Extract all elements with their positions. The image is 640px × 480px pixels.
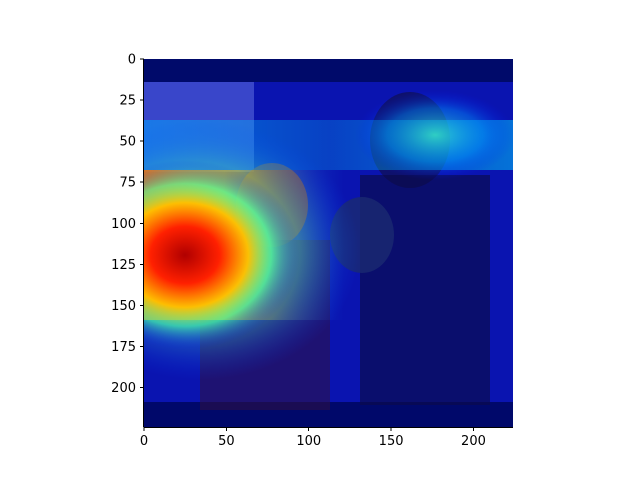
y-tick-label: 50 bbox=[119, 135, 136, 150]
heatmap-image bbox=[144, 59, 513, 427]
axes: 0 50 100 150 200 0 25 50 75 100 125 150 175 200 bbox=[111, 53, 513, 449]
x-tick-label: 50 bbox=[218, 434, 235, 449]
x-tick-label: 0 bbox=[140, 434, 148, 449]
y-tick-label: 25 bbox=[119, 94, 136, 109]
x-tick-label: 150 bbox=[379, 434, 404, 449]
y-tick-label: 150 bbox=[111, 299, 136, 314]
x-ticks: 0 50 100 150 200 bbox=[140, 427, 486, 449]
y-tick-label: 175 bbox=[111, 340, 136, 355]
y-tick-label: 75 bbox=[119, 176, 136, 191]
y-tick-label: 200 bbox=[111, 381, 136, 396]
y-tick-label: 0 bbox=[128, 53, 136, 68]
x-tick-label: 200 bbox=[461, 434, 486, 449]
y-tick-label: 125 bbox=[111, 258, 136, 273]
y-ticks: 0 25 50 75 100 125 150 175 200 bbox=[111, 53, 144, 396]
y-tick-label: 100 bbox=[111, 217, 136, 232]
x-tick-label: 100 bbox=[296, 434, 321, 449]
